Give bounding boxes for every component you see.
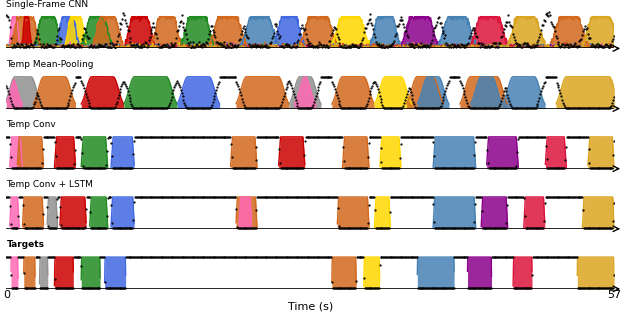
Text: Temp Mean-Pooling: Temp Mean-Pooling xyxy=(6,60,94,69)
X-axis label: Time (s): Time (s) xyxy=(288,302,333,312)
Text: Temp Conv: Temp Conv xyxy=(6,120,56,129)
Text: Single-Frame CNN: Single-Frame CNN xyxy=(6,0,88,9)
Text: Temp Conv + LSTM: Temp Conv + LSTM xyxy=(6,180,93,189)
Text: Targets: Targets xyxy=(6,240,44,249)
